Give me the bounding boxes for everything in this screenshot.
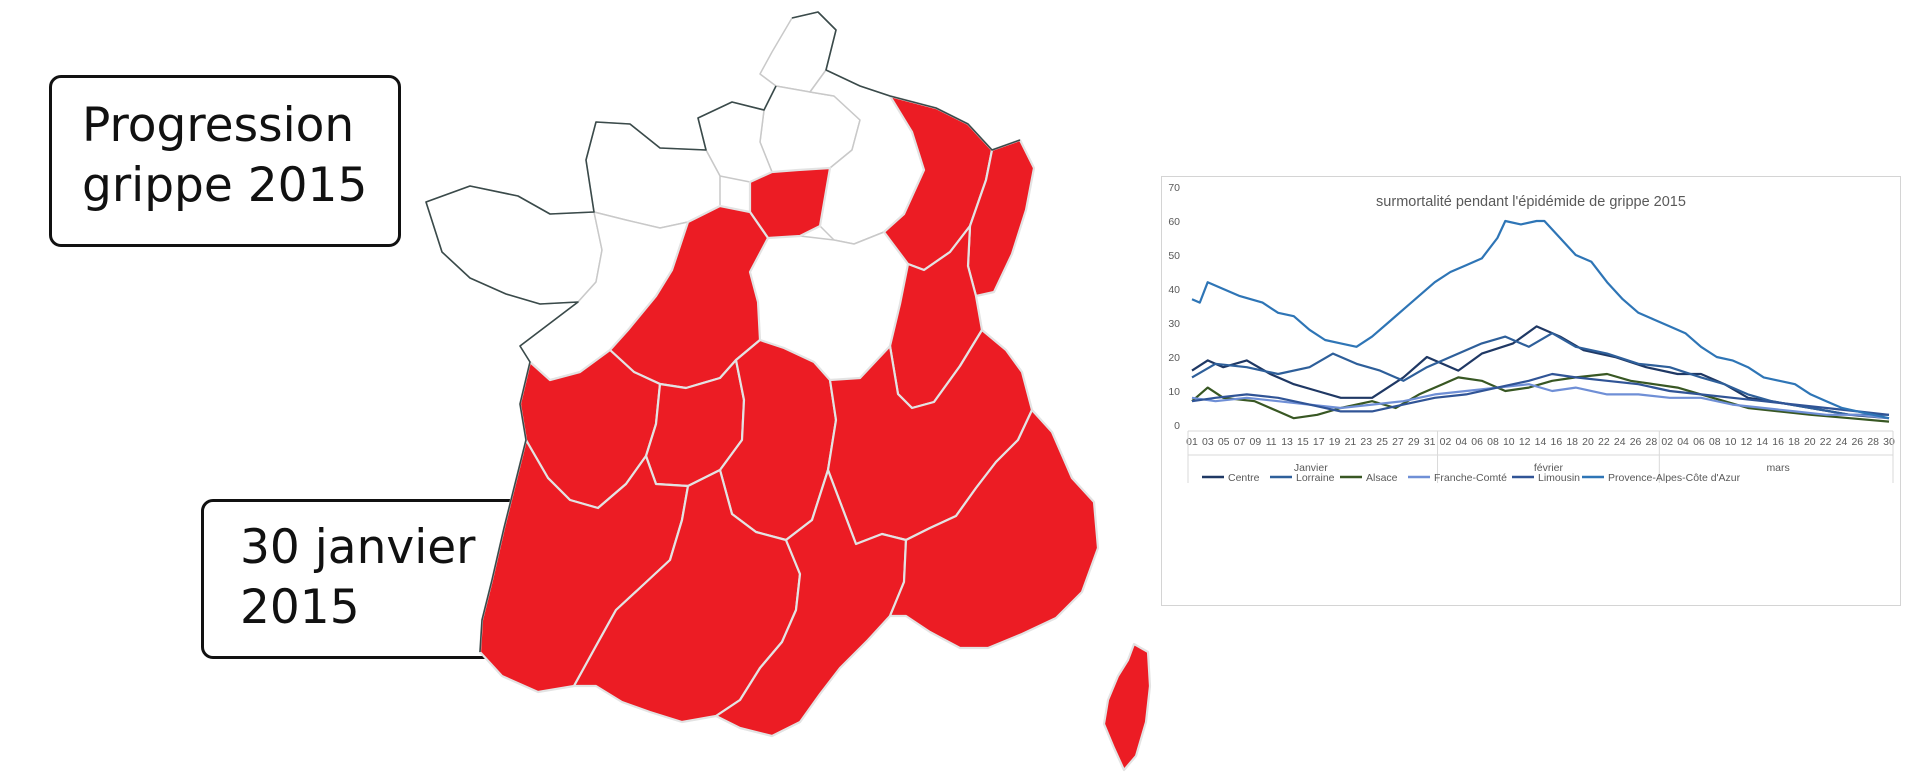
west-coast-outline: [425, 85, 777, 653]
region-provence-alpes-cote-d-azur: [888, 408, 1100, 650]
date-line-2: 2015: [240, 580, 360, 636]
x-tick-label: 10: [1725, 436, 1737, 448]
x-tick-label: 24: [1614, 436, 1626, 448]
series-line-lorraine: [1191, 332, 1889, 416]
y-tick-label: 0: [1174, 420, 1180, 432]
x-tick-label: 14: [1756, 436, 1768, 448]
region-corse: [1102, 642, 1152, 772]
x-tick-label: 16: [1550, 436, 1562, 448]
region-basse-normandie: [585, 121, 721, 229]
month-label: février: [1534, 462, 1564, 474]
x-tick-label: 13: [1281, 436, 1293, 448]
x-tick-label: 27: [1392, 436, 1404, 448]
x-tick-label: 03: [1202, 436, 1214, 448]
y-tick-label: 60: [1168, 216, 1180, 228]
x-tick-label: 11: [1266, 436, 1277, 448]
title-line-2: grippe 2015: [82, 158, 368, 214]
coastline-outline: [425, 11, 1021, 653]
legend-label: Franche-Comté: [1434, 472, 1507, 484]
x-tick-label: 29: [1408, 436, 1420, 448]
x-tick-label: 19: [1329, 436, 1341, 448]
legend-label: Alsace: [1366, 472, 1398, 484]
y-tick-label: 50: [1168, 250, 1180, 262]
chart-title: surmortalité pendant l'épidémide de grip…: [1376, 194, 1686, 210]
y-tick-label: 70: [1168, 182, 1180, 194]
y-tick-label: 20: [1168, 352, 1180, 364]
x-tick-label: 28: [1646, 436, 1658, 448]
chart-legend: Centre Lorraine Alsace Franche-Comté Limousi…: [1202, 472, 1741, 484]
series-line-centre: [1191, 325, 1890, 420]
legend-label: Lorraine: [1296, 472, 1335, 484]
x-tick-label: 09: [1250, 436, 1262, 448]
region-ile-de-france: [748, 166, 832, 240]
y-tick-label: 10: [1168, 386, 1180, 398]
chart-panel: surmortalité pendant l'épidémide de grip…: [1161, 176, 1901, 606]
x-tick-label: 02: [1440, 436, 1452, 448]
y-tick-label: 30: [1168, 318, 1180, 330]
month-label: Janvier: [1294, 462, 1328, 474]
y-tick-label: 40: [1168, 284, 1180, 296]
x-tick-label: 22: [1820, 436, 1832, 448]
legend-label: Provence-Alpes-Côte d'Azur: [1608, 472, 1741, 484]
x-tick-label: 02: [1661, 436, 1673, 448]
x-tick-label: 06: [1693, 436, 1705, 448]
x-tick-label: 30: [1883, 436, 1895, 448]
x-tick-label: 17: [1313, 436, 1325, 448]
x-tick-label: 08: [1487, 436, 1499, 448]
north-coast-outline: [791, 11, 1021, 151]
legend-label: Centre: [1228, 472, 1260, 484]
x-tick-label: 18: [1788, 436, 1800, 448]
x-tick-label: 04: [1455, 436, 1467, 448]
legend-label: Limousin: [1538, 472, 1580, 484]
x-tick-label: 12: [1741, 436, 1753, 448]
x-tick-label: 18: [1566, 436, 1578, 448]
x-tick-label: 08: [1709, 436, 1721, 448]
region-bretagne: [425, 185, 603, 305]
x-tick-label: 24: [1836, 436, 1848, 448]
x-tick-label: 31: [1424, 436, 1436, 448]
x-tick-label: 22: [1598, 436, 1610, 448]
x-tick-label: 26: [1851, 436, 1863, 448]
x-tick-label: 01: [1186, 436, 1198, 448]
series-lines: [1191, 219, 1890, 423]
series-line-limousin: [1191, 372, 1890, 416]
region-alsace: [966, 138, 1036, 298]
x-tick-label: 21: [1345, 436, 1357, 448]
line-chart: surmortalité pendant l'épidémide de grip…: [1168, 182, 1895, 484]
france-regions-map: [425, 11, 1152, 772]
x-tick-label: 05: [1218, 436, 1230, 448]
x-tick-label: 07: [1234, 436, 1246, 448]
title-line-1: Progression: [82, 98, 355, 153]
x-tick-label: 15: [1297, 436, 1309, 448]
month-label: mars: [1766, 462, 1789, 474]
x-tick-label: 06: [1471, 436, 1483, 448]
region-languedoc-roussillon: [714, 468, 908, 738]
x-tick-label: 25: [1376, 436, 1388, 448]
x-tick-label: 20: [1804, 436, 1816, 448]
x-tick-label: 23: [1360, 436, 1372, 448]
date-line-1: 30 janvier: [240, 520, 476, 575]
x-tick-label: 28: [1867, 436, 1879, 448]
x-tick-label: 26: [1630, 436, 1642, 448]
date-box: 30 janvier 2015: [201, 499, 521, 659]
x-tick-label: 20: [1582, 436, 1594, 448]
x-tick-label: 04: [1677, 436, 1689, 448]
title-box: Progression grippe 2015: [49, 75, 401, 247]
y-axis: 0 10 20 30 40 50 60 70: [1168, 182, 1893, 432]
series-line-provence-alpes-c-te-d-azur: [1191, 219, 1890, 420]
x-tick-label: 16: [1772, 436, 1784, 448]
x-tick-label: 12: [1519, 436, 1531, 448]
x-axis: 01 03 05 07 09 11 13 15 17 19 21 23 25 27 29 31 02 04 06 08…: [1186, 431, 1895, 483]
x-tick-label: 14: [1535, 436, 1547, 448]
region-midi-pyrenees: [572, 468, 802, 724]
x-tick-label: 10: [1503, 436, 1515, 448]
map-affected-regions: [478, 94, 1152, 772]
